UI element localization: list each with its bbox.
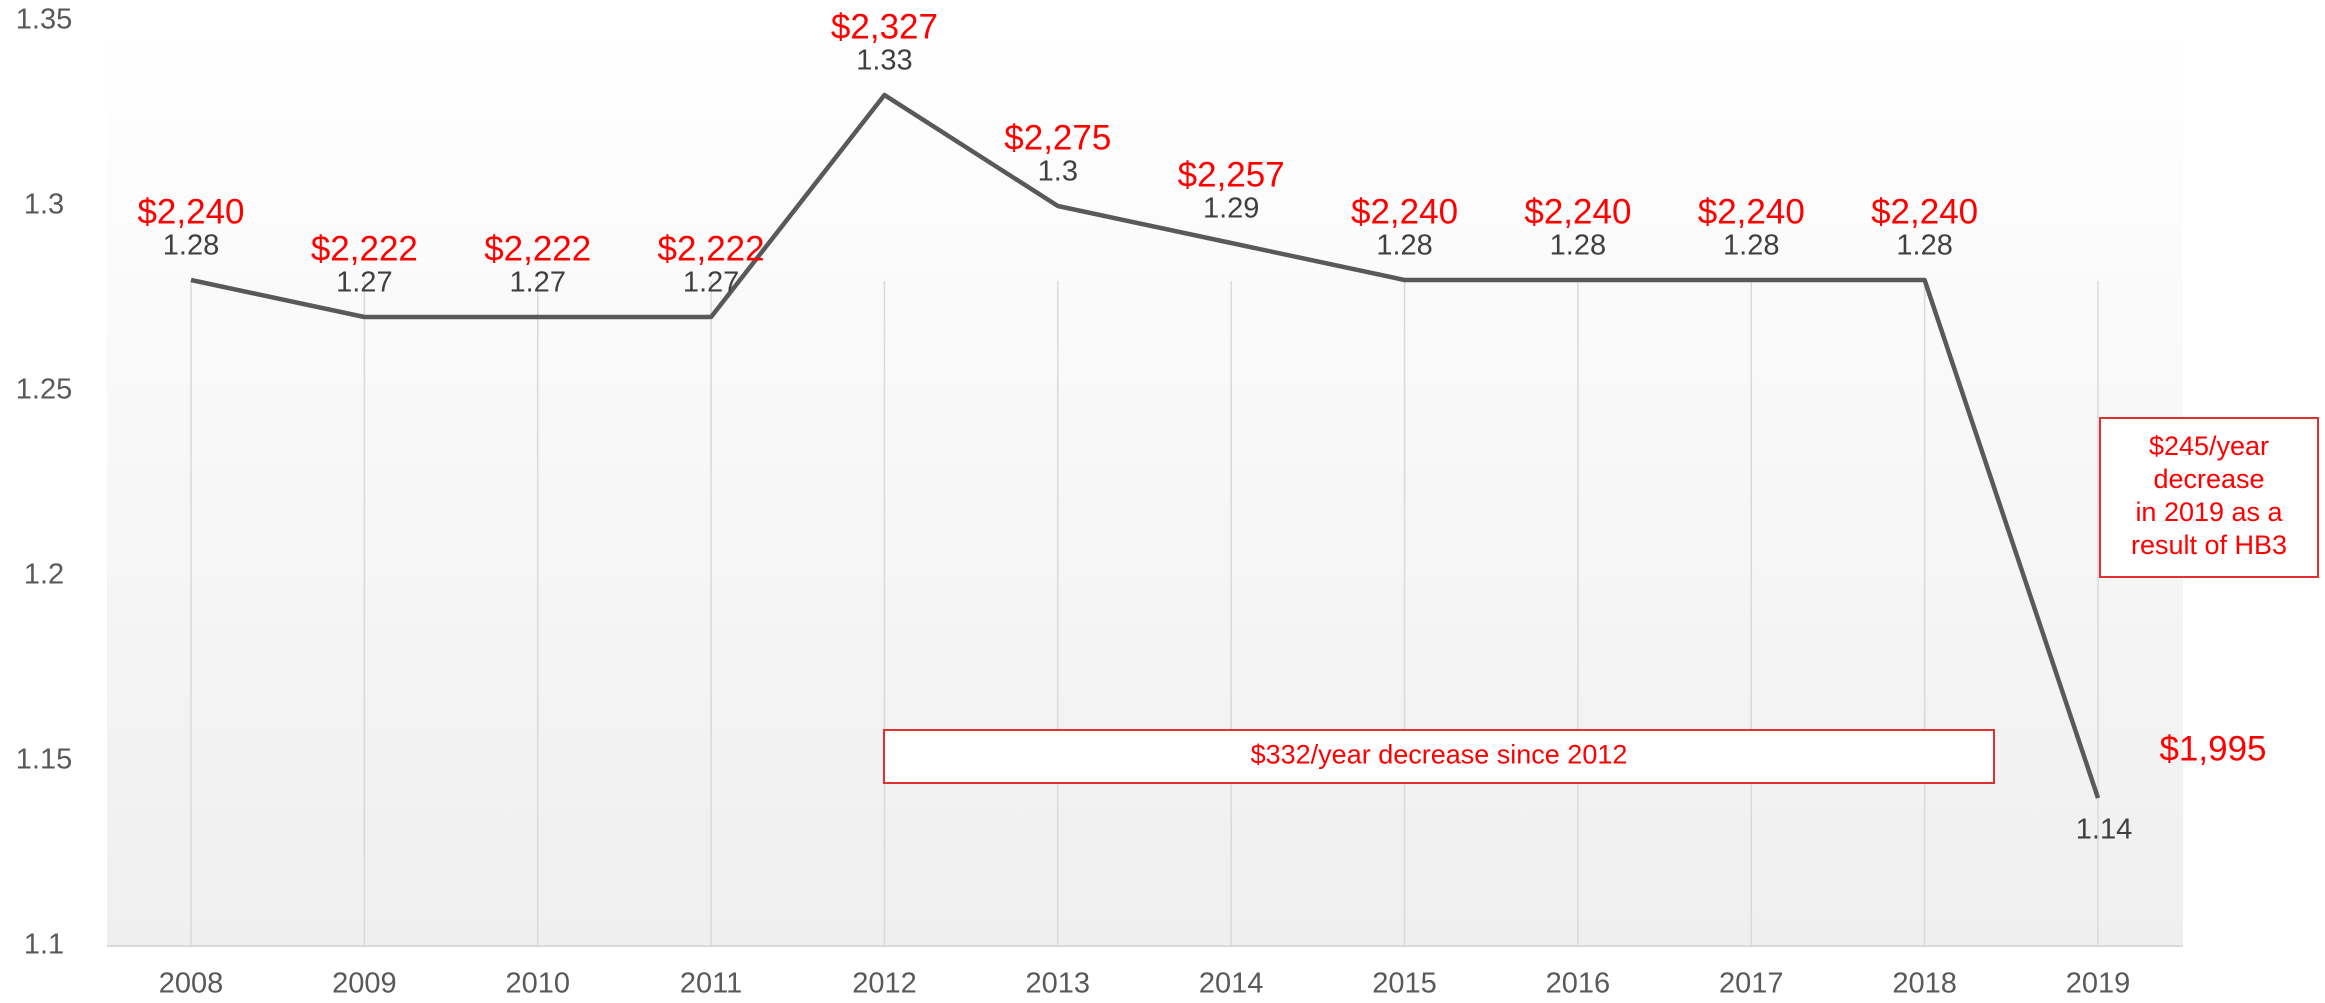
x-tick-label: 2015 <box>1372 968 1437 1000</box>
annotation-text: in 2019 as a <box>2135 497 2283 527</box>
x-tick-label: 2012 <box>852 968 917 1000</box>
x-tick-label: 2011 <box>680 968 742 1000</box>
y-tick-label: 1.2 <box>24 559 64 591</box>
x-tick-label: 2014 <box>1199 968 1264 1000</box>
annotation: $2,240 <box>1698 192 1805 231</box>
annotation: $2,240 <box>1351 192 1458 231</box>
annotation: $2,222 <box>658 229 765 268</box>
plot-area <box>107 21 2183 946</box>
data-label: 1.3 <box>1038 156 1078 188</box>
y-tick-label: 1.15 <box>16 744 72 776</box>
data-label: 1.27 <box>510 267 566 299</box>
y-tick-label: 1.25 <box>16 374 72 406</box>
x-tick-label: 2019 <box>2066 968 2131 1000</box>
data-label: 1.28 <box>163 230 219 262</box>
annotation: $2,327 <box>831 7 938 46</box>
annotation-text: $332/year decrease since 2012 <box>1251 740 1628 770</box>
data-label: 1.27 <box>336 267 392 299</box>
x-tick-label: 2017 <box>1719 968 1784 1000</box>
line <box>190 92 2101 799</box>
x-tick-label: 2018 <box>1892 968 1957 1000</box>
annotation: $2,240 <box>137 192 244 231</box>
annotation-box <box>2099 417 2319 578</box>
annotation: $2,222 <box>484 229 591 268</box>
data-label: 1.28 <box>1550 230 1606 262</box>
x-tick-label: 2013 <box>1026 968 1091 1000</box>
data-label: 1.33 <box>856 45 912 77</box>
annotation: $2,240 <box>1871 192 1978 231</box>
annotation: $2,275 <box>1004 118 1111 157</box>
annotation-text: result of HB3 <box>2131 530 2287 560</box>
x-tick-label: 2010 <box>505 968 570 1000</box>
data-label: 1.28 <box>1896 230 1952 262</box>
x-tick-label: 2009 <box>332 968 397 1000</box>
y-tick-label: 1.1 <box>24 929 64 961</box>
annotation: $1,995 <box>2159 729 2266 768</box>
data-label: 1.28 <box>1376 230 1432 262</box>
data-label: 1.29 <box>1203 193 1259 225</box>
x-tick-label: 2008 <box>159 968 224 1000</box>
annotation-text: decrease <box>2153 464 2264 494</box>
y-tick-label: 1.3 <box>24 189 64 221</box>
annotation-text: $245/year <box>2149 431 2269 461</box>
annotation: $2,240 <box>1524 192 1631 231</box>
annotation: $2,257 <box>1178 155 1285 194</box>
data-label: 1.14 <box>2076 814 2132 846</box>
x-tick-label: 2016 <box>1546 968 1611 1000</box>
annotation-box <box>883 729 1995 784</box>
annotation: $2,222 <box>311 229 418 268</box>
y-tick-label: 1.35 <box>16 4 72 36</box>
data-label: 1.28 <box>1723 230 1779 262</box>
data-label: 1.27 <box>683 267 739 299</box>
